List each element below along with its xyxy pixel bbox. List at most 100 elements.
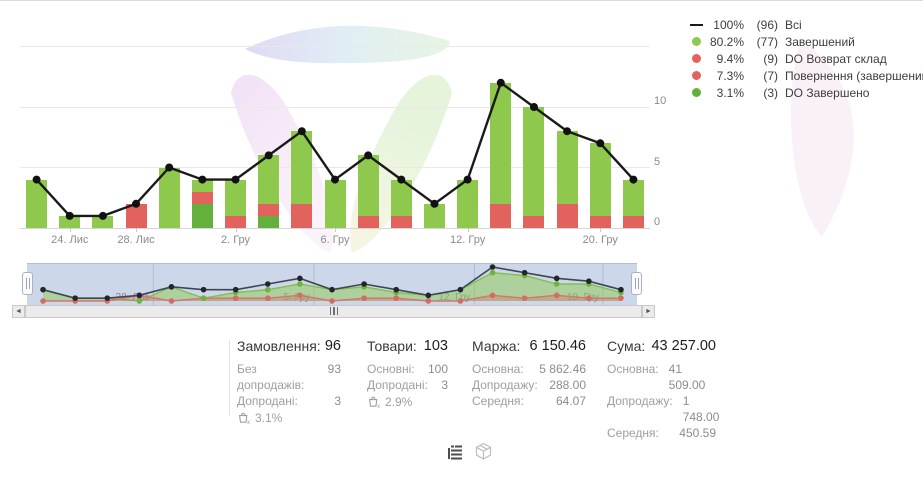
stat-label: Сума: — [607, 338, 646, 354]
package-cube-icon[interactable] — [474, 442, 493, 466]
bar-segment[interactable] — [589, 143, 611, 216]
stat-sub-value: 64.07 — [555, 394, 586, 408]
navigator-data-point — [297, 281, 303, 287]
x-tick-label: 24. Лис — [51, 234, 89, 246]
navigator-data-point — [232, 286, 239, 293]
stat-sub-label: Середня: — [472, 394, 524, 408]
bar-segment[interactable] — [589, 215, 611, 228]
navigator-data-point — [521, 295, 528, 301]
legend-item[interactable]: 80.2% (77) Завершений — [688, 33, 923, 50]
bar-segment[interactable] — [324, 179, 346, 228]
legend-label: Повернення (завершений) — [785, 68, 923, 83]
navigator-data-point — [489, 269, 496, 276]
bar-segment[interactable] — [191, 203, 213, 228]
legend-item[interactable]: 9.4% (9) DO Возврат склад — [688, 50, 923, 67]
x-tick — [600, 228, 602, 232]
navigator-data-point — [361, 281, 367, 287]
bar-segment[interactable] — [225, 179, 247, 216]
bar-segment[interactable] — [59, 215, 81, 228]
navigator-data-point — [361, 295, 367, 301]
gridline — [20, 46, 650, 47]
stat-group-margin: Маржа: 6 150.46 Основна: 5 862.46 Допродаж… — [472, 338, 586, 409]
bar-segment[interactable] — [291, 203, 313, 228]
scrollbar-grip[interactable] — [325, 307, 343, 316]
y-tick-label: 0 — [654, 216, 661, 228]
navigator-data-point — [457, 298, 464, 304]
bar-segment[interactable] — [523, 107, 545, 216]
x-tick — [335, 228, 336, 232]
stat-sub-value: 100 — [427, 362, 448, 376]
y-tick-label: 10 — [654, 95, 667, 107]
navigator-data-point — [200, 286, 207, 293]
basket-x-icon: x — [368, 396, 380, 409]
scroll-left-button[interactable]: ◄ — [12, 305, 25, 318]
stat-label: Маржа: — [472, 338, 521, 354]
summary-rows-icon[interactable] — [447, 444, 463, 465]
legend-percent: 100% — [713, 17, 744, 32]
bar-segment[interactable] — [556, 203, 578, 228]
bar-segment[interactable] — [125, 203, 147, 228]
stat-sub-label: Допродажу: — [607, 394, 673, 408]
navigator-left-handle[interactable] — [22, 272, 33, 295]
legend-label: DO Возврат склад — [785, 51, 887, 66]
stat-sub-label: Допродані: — [237, 394, 298, 408]
navigator-data-point — [40, 286, 46, 293]
legend-percent: 80.2% — [709, 34, 744, 49]
legend-percent: 7.3% — [716, 68, 744, 83]
bar-segment[interactable] — [258, 155, 280, 204]
bar-segment[interactable] — [390, 179, 412, 216]
bar-segment[interactable] — [191, 191, 213, 204]
navigator-data-point — [457, 286, 464, 293]
legend-label: Завершений — [785, 34, 855, 49]
bar-segment[interactable] — [92, 215, 114, 228]
legend-item[interactable]: 100% (96) Всі — [688, 16, 923, 33]
bar-segment[interactable] — [158, 167, 180, 228]
bar-segment[interactable] — [291, 131, 313, 204]
bar-segment[interactable] — [423, 203, 445, 228]
stat-group-orders: Замовлення: 96 Без допродажів: 93 Допродан… — [237, 338, 341, 425]
legend-count: (77) — [756, 34, 778, 49]
scroll-right-button[interactable]: ► — [642, 305, 655, 318]
stat-sub-value: 93 — [327, 362, 341, 376]
bar-segment[interactable] — [622, 215, 644, 228]
stat-sub-value: 41 509.00 — [668, 362, 706, 392]
basket-percent: 2.9% — [385, 395, 413, 409]
legend-item[interactable]: 3.1% (3) DO Завершено — [688, 84, 923, 101]
navigator-data-point — [553, 281, 560, 287]
stat-value: 6 150.46 — [529, 338, 586, 354]
bar-segment[interactable] — [191, 179, 213, 192]
legend-percent: 3.1% — [716, 85, 744, 100]
bar-segment[interactable] — [523, 215, 545, 228]
legend-count: (7) — [763, 68, 778, 83]
bar-segment[interactable] — [26, 179, 48, 228]
navigator-data-point — [264, 281, 271, 287]
orders-chart-plot[interactable] — [20, 29, 650, 229]
bar-segment[interactable] — [357, 215, 379, 228]
bar-segment[interactable] — [622, 179, 644, 216]
stat-value: 103 — [423, 338, 448, 354]
stat-sub-value: 5 862.46 — [539, 362, 586, 376]
bar-segment[interactable] — [258, 215, 280, 228]
bar-segment[interactable] — [490, 203, 512, 228]
bar-segment[interactable] — [390, 215, 412, 228]
bar-segment[interactable] — [490, 82, 512, 204]
navigator-data-point — [329, 286, 335, 293]
bar-segment[interactable] — [357, 155, 379, 216]
gridline — [20, 106, 650, 108]
bar-segment[interactable] — [225, 215, 247, 228]
legend-item[interactable]: 7.3% (7) Повернення (завершений) — [688, 67, 923, 84]
navigator-right-handle[interactable] — [631, 272, 642, 295]
navigator-data-point — [586, 278, 592, 284]
bar-segment[interactable] — [457, 179, 479, 228]
bar-segment[interactable] — [556, 131, 578, 204]
stat-group-items: Товари: 103 Основні: 100 Допродані: 3 x 2.9… — [367, 338, 448, 409]
navigator-data-point — [393, 286, 400, 293]
basket-x-icon: x — [238, 412, 250, 425]
x-tick — [467, 228, 469, 232]
stat-value: 43 257.00 — [651, 338, 716, 354]
stat-label: Замовлення: — [237, 338, 321, 354]
stat-sub-label: Допродажу: — [472, 378, 538, 392]
bar-segment[interactable] — [258, 203, 280, 216]
